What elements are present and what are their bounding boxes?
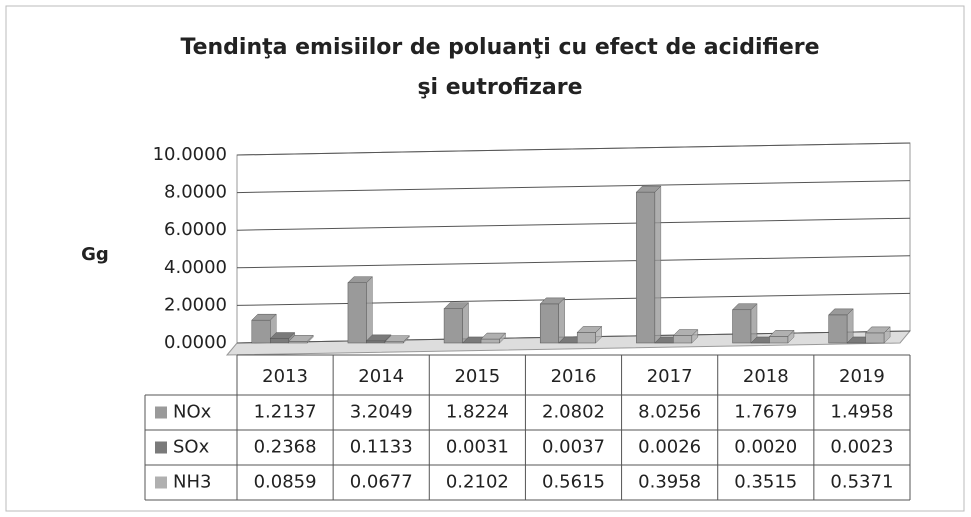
x-tick-label: 2014 — [358, 366, 404, 387]
bar-top — [635, 185, 662, 193]
table-value: 3.2049 — [350, 402, 413, 423]
bar-side — [462, 302, 469, 344]
bar — [636, 191, 656, 344]
table-value: 0.0037 — [542, 437, 605, 458]
grid-line — [236, 142, 911, 156]
table-value: 0.1133 — [350, 437, 413, 458]
bar-top — [828, 308, 854, 316]
bar — [576, 332, 596, 344]
bar-top — [768, 330, 795, 337]
legend-label: SOx — [173, 437, 210, 458]
x-tick-label: 2019 — [839, 366, 885, 387]
y-tick-label: 8.0000 — [164, 182, 227, 203]
legend-key — [155, 406, 167, 419]
table-value: 0.0677 — [350, 472, 413, 493]
bar-top — [731, 303, 758, 311]
bar-top — [865, 326, 891, 334]
table-value: 1.2137 — [254, 402, 317, 423]
x-tick-label: 2016 — [551, 366, 597, 387]
bar — [769, 336, 789, 344]
table-value: 0.3958 — [638, 472, 701, 493]
bar — [539, 303, 559, 344]
bar — [480, 338, 500, 344]
bar-top — [365, 334, 392, 342]
y-tick-label: 0.0000 — [164, 332, 227, 353]
bar-top — [347, 276, 374, 283]
grid-line — [236, 217, 911, 231]
y-tick-label: 10.0000 — [153, 144, 227, 165]
bar-top — [269, 332, 296, 339]
bar-side — [750, 303, 758, 344]
bar-top — [443, 302, 470, 309]
table-value: 1.4958 — [830, 402, 893, 423]
bar-top — [480, 332, 507, 340]
x-tick-label: 2013 — [262, 366, 308, 387]
y-tick-label: 2.0000 — [164, 294, 227, 315]
bar-top — [288, 335, 314, 342]
table-value: 0.0020 — [734, 437, 797, 458]
table-value: 0.5371 — [830, 472, 893, 493]
bar — [673, 335, 693, 344]
table-value: 8.0256 — [638, 402, 701, 423]
table-value: 0.5615 — [542, 472, 605, 493]
legend-key — [155, 441, 167, 454]
bar — [828, 314, 848, 344]
bar — [865, 332, 885, 344]
chart-title: Tendinţa emisiilor de poluanţi cu efect … — [180, 35, 820, 100]
grid-line — [236, 180, 911, 194]
table-value: 1.8224 — [446, 402, 509, 423]
bar-top — [576, 326, 603, 333]
x-tick-label: 2018 — [743, 366, 789, 387]
bar-side — [654, 185, 662, 344]
y-axis-label: Gg — [81, 244, 109, 265]
table-value: 1.7679 — [734, 402, 797, 423]
bar-top — [539, 297, 566, 305]
grid-line — [236, 255, 911, 269]
table-value: 0.3515 — [734, 472, 797, 493]
bar — [347, 282, 367, 344]
bar — [270, 338, 290, 344]
bar-top — [251, 313, 277, 321]
bar-top — [672, 329, 699, 336]
bar — [366, 340, 386, 344]
bar-top — [384, 335, 411, 342]
bar — [443, 308, 463, 344]
chart-border — [5, 5, 965, 512]
y-tick-label: 6.0000 — [164, 219, 227, 240]
table-value: 0.0023 — [830, 437, 893, 458]
legend-label: NOx — [173, 402, 212, 423]
table-value: 0.0859 — [254, 472, 317, 493]
legend-label: NH3 — [173, 472, 211, 493]
bar — [251, 319, 271, 344]
plot-wall — [236, 142, 911, 344]
legend-key — [155, 476, 167, 489]
table-value: 0.2368 — [254, 437, 317, 458]
bar-side — [558, 297, 565, 344]
x-tick-label: 2015 — [454, 366, 500, 387]
table-value: 0.0026 — [638, 437, 701, 458]
bar — [732, 309, 752, 344]
table-value: 0.2102 — [446, 472, 509, 493]
table-value: 2.0802 — [542, 402, 605, 423]
table-value: 0.0031 — [446, 437, 509, 458]
bar-side — [366, 276, 373, 344]
x-tick-label: 2017 — [647, 366, 693, 387]
y-tick-label: 4.0000 — [164, 257, 227, 278]
